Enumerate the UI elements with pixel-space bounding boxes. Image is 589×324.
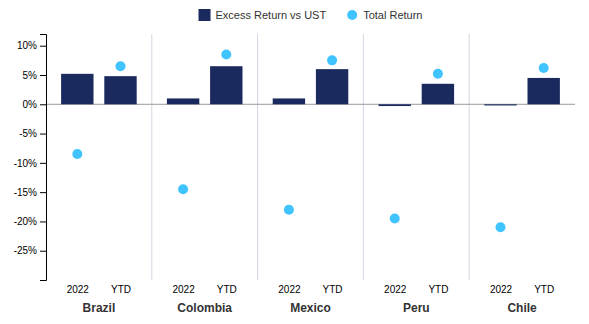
bar — [484, 104, 516, 105]
x-tick-label: 2022 — [172, 284, 195, 295]
x-tick-label: 2022 — [384, 284, 407, 295]
bar — [167, 98, 199, 104]
y-tick-label: -25% — [14, 245, 37, 256]
separators — [152, 34, 469, 280]
group-labels: Brazil Colombia Mexico Peru Chile — [83, 301, 538, 315]
bar — [316, 69, 348, 104]
y-tick-label: -15% — [14, 187, 37, 198]
x-tick-label: YTD — [534, 284, 554, 295]
y-tick-label: 5% — [23, 70, 38, 81]
group-label: Brazil — [83, 301, 116, 315]
legend-label: Total Return — [363, 9, 422, 21]
legend-item: Total Return — [347, 9, 422, 21]
y-tick: -15% — [14, 187, 46, 198]
y-tick-label: 0% — [23, 99, 38, 110]
x-tick: 2022 — [490, 284, 513, 295]
y-tick: 0% — [23, 99, 46, 110]
group-separator — [151, 34, 152, 280]
x-tick: YTD — [323, 284, 343, 295]
dot — [178, 184, 188, 194]
legend-item: Excess Return vs UST — [199, 9, 327, 21]
legend-swatch — [199, 9, 211, 21]
bar — [210, 66, 242, 104]
bar — [273, 98, 305, 104]
y-tick-mark — [40, 134, 46, 135]
dot — [539, 63, 549, 73]
y-tick: -5% — [19, 128, 46, 139]
y-tick-label: -5% — [19, 128, 37, 139]
dot — [72, 149, 82, 159]
y-tick-mark — [40, 192, 46, 193]
x-tick: 2022 — [172, 284, 195, 295]
x-tick-label: 2022 — [67, 284, 90, 295]
series-1 — [72, 50, 548, 233]
y-tick: 5% — [23, 70, 46, 81]
chart: 10% 5% 0% -5% -10% -15% -20% -25% 2022 YTD 2022 YTD… — [0, 0, 589, 324]
plot: 10% 5% 0% -5% -10% -15% -20% -25% 2022 YTD 2022 YTD… — [14, 34, 575, 315]
y-tick-label: -20% — [14, 216, 37, 227]
dot — [433, 69, 443, 79]
bar — [527, 78, 559, 104]
x-tick: YTD — [111, 284, 131, 295]
x-tick: 2022 — [67, 284, 90, 295]
x-tick-label: YTD — [323, 284, 343, 295]
y-tick-mark — [40, 104, 46, 105]
x-axis: 2022 YTD 2022 YTD 2022 YTD 2022 YTD 2022 YTD — [67, 284, 555, 295]
group-separator — [469, 34, 470, 280]
dot — [221, 50, 231, 60]
y-tick: -10% — [14, 158, 46, 169]
x-tick: YTD — [217, 284, 237, 295]
y-tick-mark — [40, 163, 46, 164]
dot — [284, 205, 294, 215]
marks — [61, 50, 560, 233]
bar — [379, 104, 411, 106]
y-tick-mark — [40, 221, 46, 222]
y-tick-mark — [40, 75, 46, 76]
x-tick: 2022 — [278, 284, 301, 295]
x-tick-label: 2022 — [490, 284, 513, 295]
group-label: Mexico — [290, 301, 331, 315]
dot — [115, 61, 125, 71]
x-tick: 2022 — [384, 284, 407, 295]
dot — [390, 214, 400, 224]
x-tick: YTD — [534, 284, 554, 295]
y-tick: 10% — [17, 40, 46, 51]
series-0 — [61, 66, 560, 106]
y-axis-line — [40, 35, 47, 281]
group-label: Chile — [507, 301, 537, 315]
bar — [61, 74, 93, 104]
group-separator — [257, 34, 258, 280]
y-tick-mark — [40, 251, 46, 252]
legend: Excess Return vs UST Total Return — [199, 9, 423, 21]
y-tick: -25% — [14, 245, 46, 256]
group-label: Peru — [403, 301, 430, 315]
x-tick-label: YTD — [428, 284, 448, 295]
dot — [327, 55, 337, 65]
legend-label: Excess Return vs UST — [216, 9, 327, 21]
legend-swatch — [347, 10, 357, 20]
y-tick-label: -10% — [14, 158, 37, 169]
group-label: Colombia — [177, 301, 232, 315]
y-tick: -20% — [14, 216, 46, 227]
x-tick-label: YTD — [217, 284, 237, 295]
bar — [104, 76, 136, 104]
y-tick-mark — [40, 46, 46, 47]
dot — [496, 222, 506, 232]
group-separator — [363, 34, 364, 280]
bar — [422, 84, 454, 105]
x-tick-label: 2022 — [278, 284, 301, 295]
x-tick-label: YTD — [111, 284, 131, 295]
y-axis: 10% 5% 0% -5% -10% -15% -20% -25% — [14, 35, 47, 281]
y-tick-label: 10% — [17, 40, 37, 51]
x-tick: YTD — [428, 284, 448, 295]
